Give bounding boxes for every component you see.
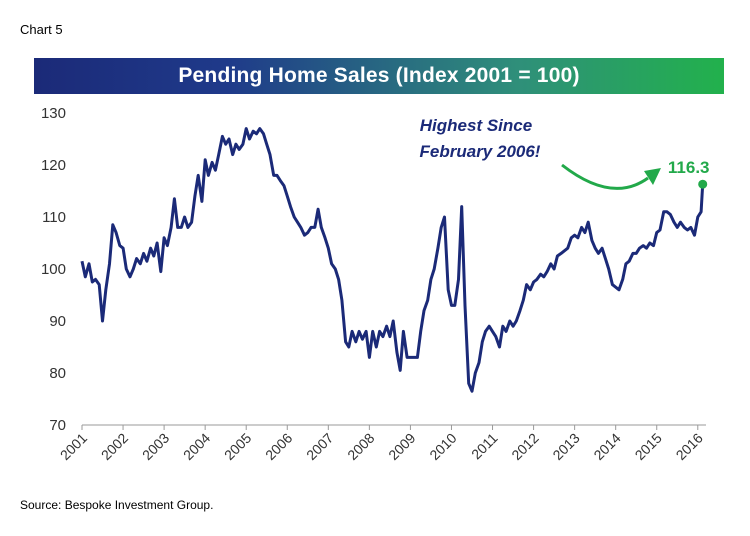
series-line — [80, 127, 705, 393]
last-point-marker — [698, 179, 708, 189]
x-axis: 2001 2002 2003 2004 2005 2006 2007 2008 2009 2010… — [57, 424, 706, 463]
chart-title-banner: Pending Home Sales (Index 2001 = 100) — [34, 58, 724, 94]
x-tick-label: 2016 — [673, 430, 706, 463]
x-tick-label: 2012 — [508, 430, 541, 463]
annotation-arrowhead — [644, 168, 661, 185]
y-tick-label: 90 — [49, 313, 66, 330]
x-tick-label: 2005 — [221, 430, 254, 463]
y-tick-label: 120 — [41, 157, 66, 174]
x-tick-label: 2001 — [57, 430, 90, 463]
last-value-label: 116.3 — [668, 158, 710, 177]
chart-label: Chart 5 — [20, 22, 63, 37]
y-tick-label: 100 — [41, 261, 66, 278]
annotation-line-2: February 2006! — [420, 142, 541, 161]
x-tick-label: 2008 — [344, 430, 377, 463]
x-tick-label: 2010 — [426, 430, 459, 463]
annotation-arrow — [561, 163, 649, 190]
x-tick-label: 2015 — [632, 430, 665, 463]
annotation-line-1: Highest Since — [420, 116, 532, 135]
x-tick-label: 2007 — [303, 430, 336, 463]
x-tick-label: 2002 — [98, 430, 131, 463]
x-tick-label: 2006 — [262, 430, 295, 463]
x-tick-label: 2011 — [468, 430, 501, 463]
chart-title: Pending Home Sales (Index 2001 = 100) — [178, 64, 580, 87]
y-tick-label: 110 — [42, 209, 66, 226]
x-tick-label: 2014 — [590, 430, 623, 463]
y-tick-label: 70 — [49, 417, 66, 434]
source-note: Source: Bespoke Investment Group. — [20, 498, 214, 512]
y-tick-label: 80 — [49, 365, 66, 382]
x-tick-label: 2004 — [180, 430, 213, 463]
x-tick-label: 2013 — [549, 430, 582, 463]
y-axis: 70 80 90 100 110 120 130 — [41, 105, 66, 434]
x-tick-label: 2003 — [139, 430, 172, 463]
x-tick-label: 2009 — [385, 430, 418, 463]
y-tick-label: 130 — [41, 105, 66, 122]
